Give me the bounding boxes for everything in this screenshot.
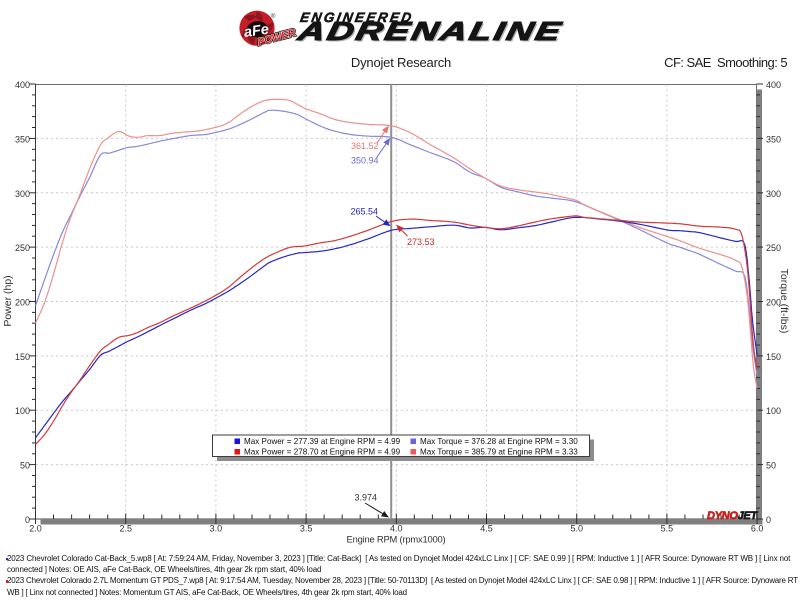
- svg-text:Max Torque = 385.79 at Engine: Max Torque = 385.79 at Engine RPM = 3.33: [420, 448, 578, 457]
- svg-text:0: 0: [25, 515, 30, 525]
- svg-text:3.974: 3.974: [355, 493, 378, 503]
- svg-text:2.5: 2.5: [119, 524, 132, 534]
- svg-text:4.5: 4.5: [480, 524, 493, 534]
- svg-text:4.0: 4.0: [390, 524, 403, 534]
- svg-text:Torque (ft-lbs): Torque (ft-lbs): [778, 269, 790, 334]
- svg-text:300: 300: [766, 189, 781, 199]
- svg-text:0: 0: [766, 515, 771, 525]
- svg-text:Power (hp): Power (hp): [2, 275, 14, 326]
- svg-text:®: ®: [271, 13, 276, 20]
- svg-text:100: 100: [15, 406, 30, 416]
- svg-text:350: 350: [15, 134, 30, 144]
- svg-text:2.0: 2.0: [29, 524, 42, 534]
- svg-text:200: 200: [15, 298, 30, 308]
- svg-text:350: 350: [766, 134, 781, 144]
- svg-text:400: 400: [15, 80, 30, 90]
- svg-text:300: 300: [15, 189, 30, 199]
- svg-text:150: 150: [766, 352, 781, 362]
- svg-text:Engine RPM (rpmx1000): Engine RPM (rpmx1000): [347, 533, 446, 544]
- svg-text:400: 400: [766, 80, 781, 90]
- svg-text:Max Power = 278.70 at Engine R: Max Power = 278.70 at Engine RPM = 4.99: [244, 448, 401, 457]
- svg-text:5.5: 5.5: [661, 524, 674, 534]
- svg-text:aFe: aFe: [243, 22, 270, 41]
- svg-text:250: 250: [766, 243, 781, 253]
- svg-text:3.5: 3.5: [300, 524, 313, 534]
- svg-text:5.0: 5.0: [570, 524, 583, 534]
- svg-text:150: 150: [15, 352, 30, 362]
- svg-text:361.52: 361.52: [351, 141, 379, 151]
- svg-text:Max Torque = 376.28 at Engine: Max Torque = 376.28 at Engine RPM = 3.30: [420, 437, 578, 446]
- svg-text:250: 250: [15, 243, 30, 253]
- svg-text:350.94: 350.94: [351, 156, 379, 166]
- svg-text:100: 100: [766, 406, 781, 416]
- svg-text:Max Power = 277.39 at Engine R: Max Power = 277.39 at Engine RPM = 4.99: [244, 437, 401, 446]
- svg-text:273.53: 273.53: [407, 237, 435, 247]
- svg-text:50: 50: [766, 461, 776, 471]
- svg-text:200: 200: [766, 298, 781, 308]
- svg-text:6.0: 6.0: [751, 524, 764, 534]
- svg-text:3.0: 3.0: [210, 524, 223, 534]
- svg-text:DYNOJET: DYNOJET: [707, 510, 758, 522]
- svg-text:50: 50: [20, 461, 30, 471]
- svg-text:265.54: 265.54: [351, 207, 379, 217]
